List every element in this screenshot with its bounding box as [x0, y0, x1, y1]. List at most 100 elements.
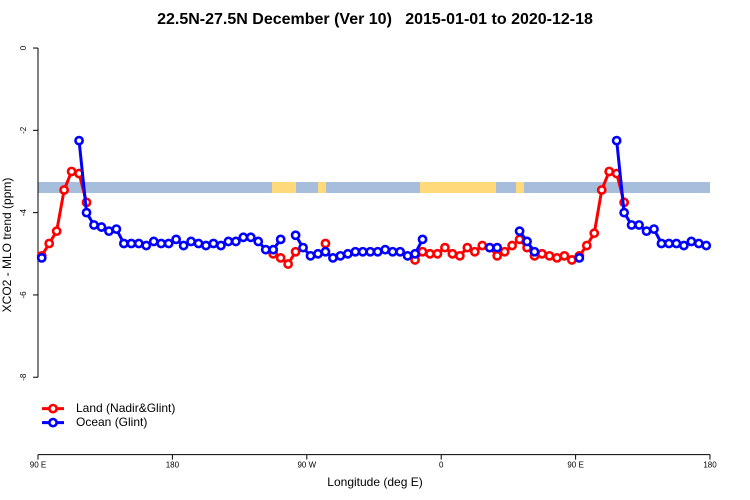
data-point — [89, 220, 99, 230]
data-point — [477, 240, 488, 251]
data-point — [328, 253, 338, 263]
data-point — [59, 185, 70, 195]
data-point — [432, 248, 443, 259]
data-point — [641, 226, 652, 237]
chart-title: 22.5N-27.5N December (Ver 10) 2015-01-01… — [157, 11, 593, 28]
data-point — [118, 238, 129, 249]
data-point — [350, 246, 361, 257]
land-strip — [516, 182, 524, 193]
data-point — [589, 228, 600, 239]
data-point — [298, 242, 308, 253]
ocean-strip — [38, 182, 710, 193]
data-point — [537, 248, 547, 259]
data-point — [201, 240, 211, 251]
legend: Land (Nadir&Glint)Ocean (Glint) — [42, 401, 175, 429]
data-point — [417, 234, 428, 245]
data-point — [454, 250, 465, 261]
data-point — [186, 236, 196, 247]
data-point — [216, 240, 226, 251]
data-point — [357, 246, 368, 257]
data-point — [611, 135, 622, 146]
data-point — [81, 207, 92, 218]
data-point — [581, 240, 592, 251]
data-point — [656, 238, 667, 249]
data-point — [440, 242, 450, 253]
y-tick-label: 0 — [19, 45, 28, 50]
data-point — [74, 135, 84, 146]
data-point — [387, 246, 398, 257]
data-point — [559, 250, 570, 261]
data-point — [260, 244, 271, 255]
data-point — [223, 236, 234, 247]
x-tick-label: 180 — [703, 461, 717, 470]
data-point — [626, 220, 637, 230]
data-point — [492, 250, 503, 261]
data-point — [380, 244, 391, 255]
data-point — [133, 238, 144, 249]
data-point — [283, 259, 294, 269]
legend-marker — [48, 403, 58, 414]
data-point — [574, 253, 585, 263]
data-point — [701, 240, 712, 251]
data-point — [111, 224, 122, 234]
data-point — [156, 238, 167, 249]
data-point — [425, 248, 435, 259]
data-point — [148, 236, 159, 247]
legend-label: Ocean (Glint) — [76, 415, 147, 429]
data-point — [410, 248, 420, 259]
data-point — [141, 240, 152, 251]
data-point — [686, 236, 697, 247]
data-point — [193, 238, 204, 249]
land-strip — [420, 182, 496, 193]
land-strip — [318, 182, 326, 193]
data-point — [96, 222, 107, 232]
y-tick-label: -4 — [19, 209, 28, 217]
data-point — [634, 220, 644, 230]
series — [36, 135, 712, 263]
data-point — [678, 240, 689, 251]
y-axis-label: XCO2 - MLO trend (ppm) — [0, 178, 14, 313]
y-tick-label: -8 — [19, 373, 28, 381]
data-point — [313, 248, 323, 259]
data-point — [395, 246, 406, 257]
data-point — [275, 253, 286, 263]
data-point — [499, 246, 510, 257]
map-strip — [38, 182, 710, 193]
data-point — [163, 238, 174, 249]
data-point — [596, 185, 607, 195]
data-point — [342, 248, 353, 259]
data-point — [51, 226, 62, 237]
data-point — [171, 234, 182, 245]
data-point — [552, 253, 562, 263]
data-point — [447, 248, 458, 259]
data-point — [649, 224, 659, 234]
data-point — [469, 246, 480, 257]
data-point — [417, 246, 428, 257]
data-point — [484, 242, 495, 253]
data-point — [320, 238, 331, 249]
data-point — [693, 238, 704, 249]
data-point — [290, 230, 301, 241]
data-point — [335, 250, 346, 261]
data-point — [36, 253, 47, 263]
x-tick-label: 90 E — [567, 461, 583, 470]
data-point — [290, 246, 301, 257]
data-point — [126, 238, 137, 249]
data-point — [604, 166, 615, 177]
data-point — [619, 207, 630, 218]
data-point — [238, 232, 249, 243]
data-point — [208, 238, 219, 249]
data-point — [671, 238, 682, 249]
land-strip — [272, 182, 296, 193]
data-point — [268, 244, 279, 255]
data-point — [230, 236, 241, 247]
x-tick-label: 90 E — [30, 461, 46, 470]
legend-label: Land (Nadir&Glint) — [76, 401, 175, 415]
data-point — [320, 246, 331, 257]
data-point — [253, 236, 264, 247]
x-tick-label: 180 — [166, 461, 180, 470]
y-tick-label: -6 — [19, 291, 28, 299]
data-point — [507, 240, 518, 251]
x-tick-label: 90 W — [297, 461, 316, 470]
